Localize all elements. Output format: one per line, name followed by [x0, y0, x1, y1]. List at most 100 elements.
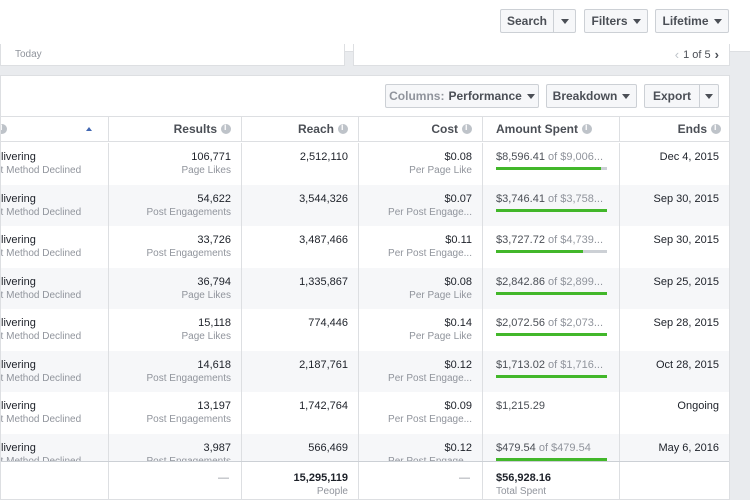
chevron-right-icon[interactable]: ›: [714, 47, 719, 62]
cost-value: $0.08: [444, 151, 472, 163]
info-icon[interactable]: [338, 122, 348, 134]
budget-value: of $2,073...: [548, 317, 604, 329]
reach-cell: 1,742,764: [242, 392, 359, 434]
totals-cell-spent: $56,928.16 Total Spent: [483, 462, 620, 499]
column-header-reach[interactable]: Reach: [242, 116, 359, 142]
spend-progress-fill: [496, 208, 607, 212]
spend-progress-fill: [496, 333, 607, 336]
table-row[interactable]: livering nt Method Declined 13,197 Post Eng…: [0, 392, 729, 434]
delivery-detail: nt Method Declined: [0, 206, 82, 218]
export-dropdown-button[interactable]: [699, 84, 719, 108]
reach-cell: 1,335,867: [242, 267, 359, 309]
totals-cell-results: —: [109, 462, 242, 499]
spend-progress-fill: [496, 167, 602, 170]
search-button-label: Search: [506, 14, 548, 28]
column-header-delivery[interactable]: [1, 116, 109, 142]
ends-cell: Ongoing: [620, 392, 729, 434]
reach-value: 2,187,761: [299, 358, 348, 371]
sort-ascending-icon[interactable]: [86, 127, 92, 131]
date-panel: Today: [0, 44, 345, 66]
ends-value: Sep 30, 2015: [653, 234, 719, 246]
info-icon[interactable]: [582, 122, 592, 134]
ends-value: Dec 4, 2015: [659, 151, 719, 163]
export-button[interactable]: Export: [644, 84, 700, 108]
spend-progress-bar: [496, 250, 607, 253]
column-header-results[interactable]: Results: [109, 116, 242, 142]
results-cell: 13,197 Post Engagements: [109, 392, 242, 434]
chevron-down-icon: [713, 18, 722, 24]
ends-cell: Sep 30, 2015: [620, 226, 729, 268]
table-row[interactable]: livering nt Method Declined 54,622 Post Eng…: [0, 184, 729, 226]
column-header-cost[interactable]: Cost: [359, 116, 483, 142]
cost-value: $0.09: [444, 400, 472, 412]
column-header-ends[interactable]: Ends: [620, 116, 729, 142]
cost-type: Per Post Engage...: [388, 248, 472, 259]
amount-spent-text: $3,727.72 of $4,739...: [496, 234, 603, 246]
chevron-down-icon: [632, 18, 641, 24]
results-type: Page Likes: [181, 165, 231, 176]
ends-value: Sep 30, 2015: [653, 192, 719, 205]
ends-value: Sep 25, 2015: [653, 275, 719, 288]
spend-progress-bar: [496, 208, 607, 212]
table-row[interactable]: livering nt Method Declined 33,726 Post Eng…: [1, 226, 729, 268]
table-row[interactable]: livering nt Method Declined 106,771 Page Li…: [0, 143, 729, 185]
info-icon[interactable]: [1, 122, 7, 134]
spend-progress-fill: [496, 457, 607, 461]
date-range-button[interactable]: Lifetime: [655, 9, 729, 33]
filters-button[interactable]: Filters: [584, 9, 648, 33]
cost-type: Per Post Engage...: [388, 372, 472, 384]
delivery-detail: nt Method Declined: [0, 165, 82, 176]
table-row[interactable]: livering nt Method Declined 36,794 Page Lik…: [0, 267, 729, 309]
totals-results: —: [218, 472, 229, 484]
spend-progress-bar: [496, 457, 607, 461]
column-header-label: Amount Spent: [496, 122, 578, 136]
chevron-down-icon: [526, 93, 535, 99]
reach-cell: 774,446: [242, 309, 359, 351]
totals-cell-cost: —: [359, 462, 483, 499]
search-button[interactable]: Search: [500, 9, 554, 33]
reach-cell: 3,544,326: [242, 184, 359, 226]
info-icon[interactable]: [711, 122, 721, 134]
cost-value: $0.07: [444, 192, 472, 205]
ends-value: Ongoing: [677, 400, 719, 412]
amount-spent-value: $3,746.41: [496, 192, 545, 205]
totals-cost: —: [459, 472, 470, 484]
budget-value: of $2,899...: [548, 275, 604, 288]
pager-text: 1 of 5: [683, 48, 711, 61]
table-row[interactable]: livering nt Method Declined 14,618 Post Eng…: [1, 350, 729, 392]
amount-spent-text: $3,746.41 of $3,758...: [496, 193, 603, 205]
delivery-status: livering: [1, 358, 36, 371]
spend-progress-fill: [496, 374, 607, 378]
delivery-detail: nt Method Declined: [0, 289, 82, 301]
results-type: Page Likes: [181, 331, 231, 342]
amount-spent-cell: $3,727.72 of $4,739...: [483, 226, 620, 268]
ends-value: Oct 28, 2015: [656, 358, 719, 371]
info-icon[interactable]: [221, 122, 231, 134]
reach-value: 774,446: [308, 317, 348, 329]
results-type: Post Engagements: [146, 414, 232, 425]
top-bar: Search Filters Lifetime: [0, 0, 750, 52]
results-cell: 36,794 Page Likes: [109, 267, 242, 309]
spend-progress-bar: [496, 167, 607, 170]
chevron-left-icon[interactable]: ‹: [674, 47, 680, 62]
info-icon[interactable]: [462, 122, 472, 134]
breakdown-label: Breakdown: [552, 89, 618, 103]
cost-type: Per Page Like: [409, 289, 472, 301]
results-type: Post Engagements: [146, 206, 232, 218]
amount-spent-value: $479.54: [496, 441, 536, 454]
delivery-detail: nt Method Declined: [0, 414, 82, 425]
results-value: 33,726: [197, 234, 231, 246]
amount-spent-value: $1,713.02: [496, 358, 545, 371]
column-header-amount-spent[interactable]: Amount Spent: [483, 116, 620, 142]
delivery-status: livering: [1, 400, 36, 412]
totals-row: — 15,295,119 People — $56,928.16 Total S…: [1, 461, 729, 499]
results-cell: 106,771 Page Likes: [109, 143, 242, 185]
breakdown-button[interactable]: Breakdown: [546, 84, 637, 108]
results-value: 13,197: [197, 400, 231, 412]
search-dropdown-button[interactable]: [553, 9, 576, 33]
campaign-table-card: Columns: Performance Breakdown Export Re…: [0, 75, 730, 500]
columns-button[interactable]: Columns: Performance: [385, 84, 539, 108]
table-row[interactable]: livering nt Method Declined 15,118 Page Lik…: [1, 309, 729, 351]
